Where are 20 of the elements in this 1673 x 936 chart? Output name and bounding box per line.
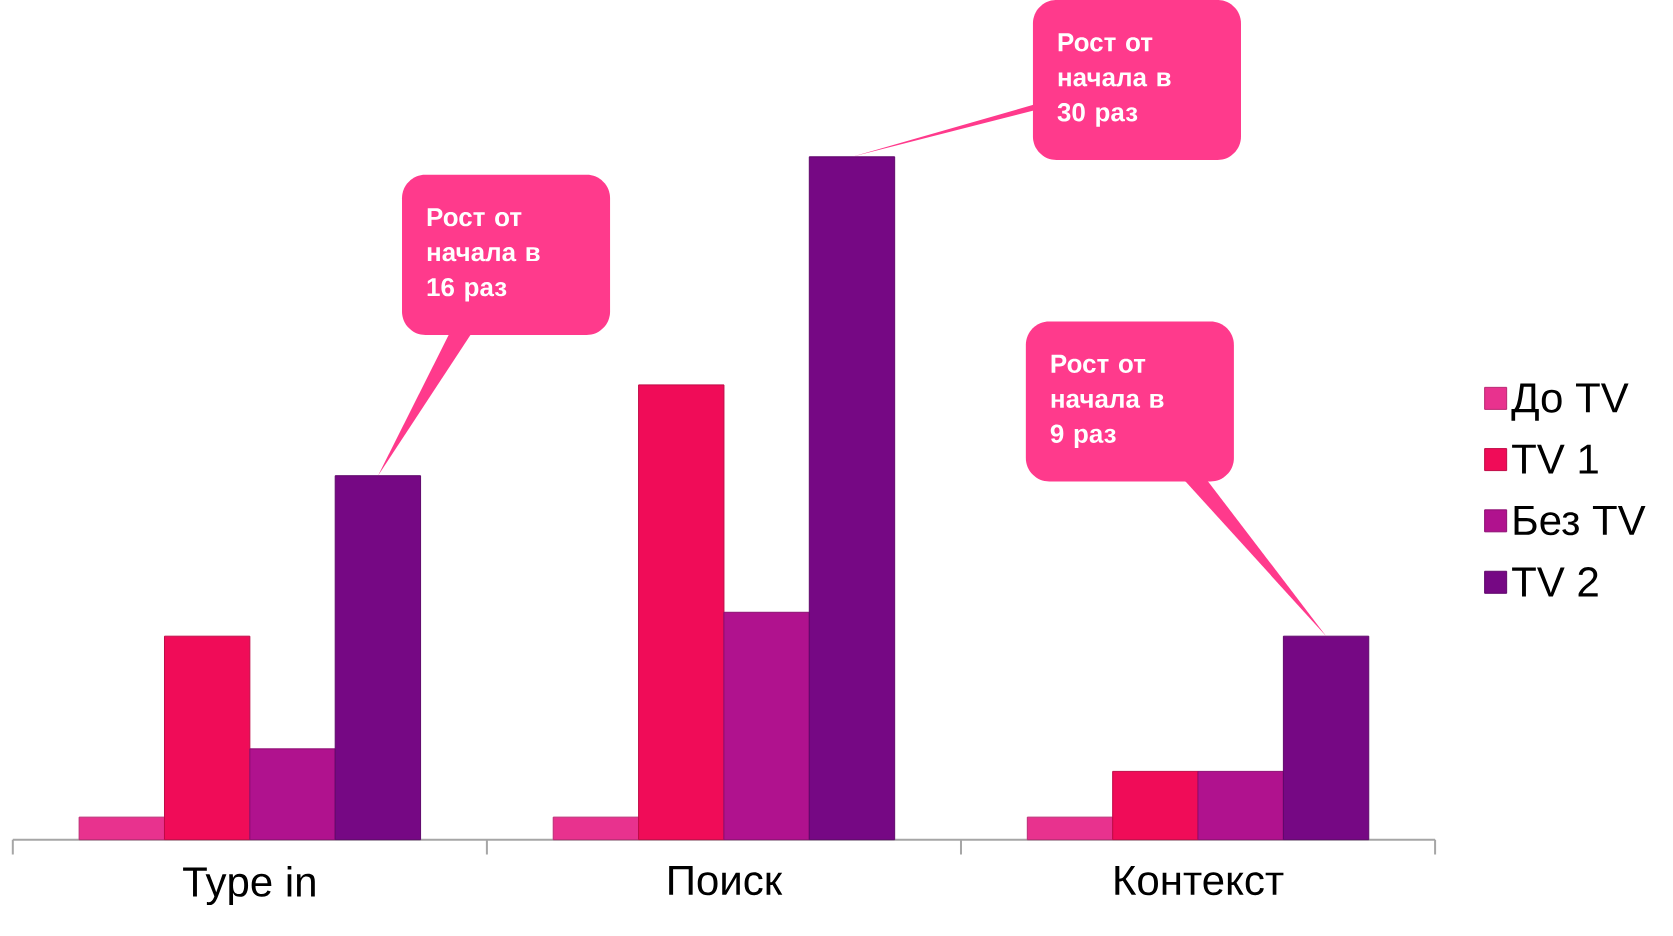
x-tick-label: Контекст — [1115, 866, 1284, 896]
legend-label: До TV — [1511, 383, 1629, 421]
x-tick-label: Type in — [183, 866, 315, 906]
bar — [164, 635, 251, 841]
legend-label: TV 2 — [1512, 567, 1598, 597]
annotation: Рост от начала в 9 раз — [1050, 354, 1164, 449]
annotation: Рост от начала в 16 раз — [427, 208, 540, 302]
bar — [552, 816, 640, 841]
bar — [1197, 771, 1284, 841]
legend-label: Без TV — [1514, 506, 1646, 536]
bar — [1026, 816, 1114, 841]
bar — [1112, 771, 1199, 841]
text: Рост от начала в 30 раз — [1057, 33, 1171, 127]
bar — [249, 748, 336, 841]
bar — [638, 384, 725, 841]
bar — [808, 156, 896, 841]
bar — [723, 611, 810, 841]
legend-label: TV 1 — [1512, 444, 1598, 474]
x-tick-label: Поиск — [669, 866, 783, 896]
bar — [78, 816, 165, 841]
